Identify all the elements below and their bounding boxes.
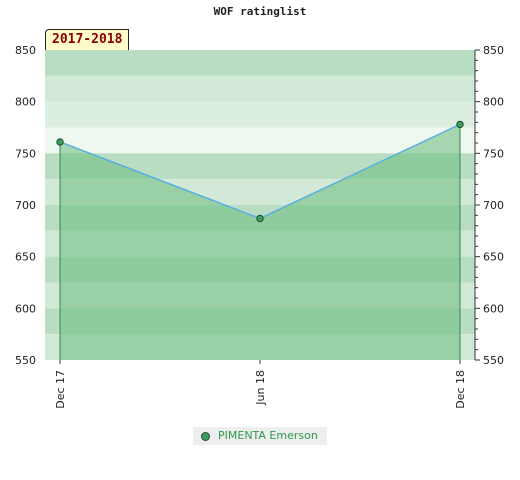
legend-series-name: PIMENTA Emerson (218, 429, 318, 442)
data-point (456, 120, 464, 129)
x-tick-label: Dec 18 (454, 370, 467, 409)
y-tick-label-left: 800 (15, 96, 36, 109)
x-tick-label: Dec 17 (54, 370, 67, 409)
grid-band (45, 127, 475, 154)
grid-band (45, 101, 475, 128)
y-tick-label-right: 850 (483, 44, 504, 57)
y-tick-label-right: 800 (483, 96, 504, 109)
legend: PIMENTA Emerson (193, 427, 327, 445)
grid-band (45, 50, 475, 76)
chart-title: WOF ratinglist (213, 5, 307, 18)
series-area (60, 124, 460, 361)
y-tick-label-right: 750 (483, 147, 504, 160)
y-tick-label-right: 650 (483, 251, 504, 264)
grid-band (45, 75, 475, 102)
y-tick-label-right: 700 (483, 199, 504, 212)
data-point (256, 214, 264, 223)
y-tick-label-right: 550 (483, 354, 504, 367)
y-tick-label-left: 650 (15, 251, 36, 264)
y-tick-label-left: 550 (15, 354, 36, 367)
y-tick-label-left: 750 (15, 147, 36, 160)
data-point (56, 138, 64, 146)
x-tick-label: Jun 18 (254, 370, 267, 406)
legend-marker-icon (201, 432, 210, 441)
y-tick-label-left: 850 (15, 44, 36, 57)
y-tick-label-left: 600 (15, 302, 36, 315)
y-tick-label-left: 700 (15, 199, 36, 212)
y-tick-label-right: 600 (483, 302, 504, 315)
